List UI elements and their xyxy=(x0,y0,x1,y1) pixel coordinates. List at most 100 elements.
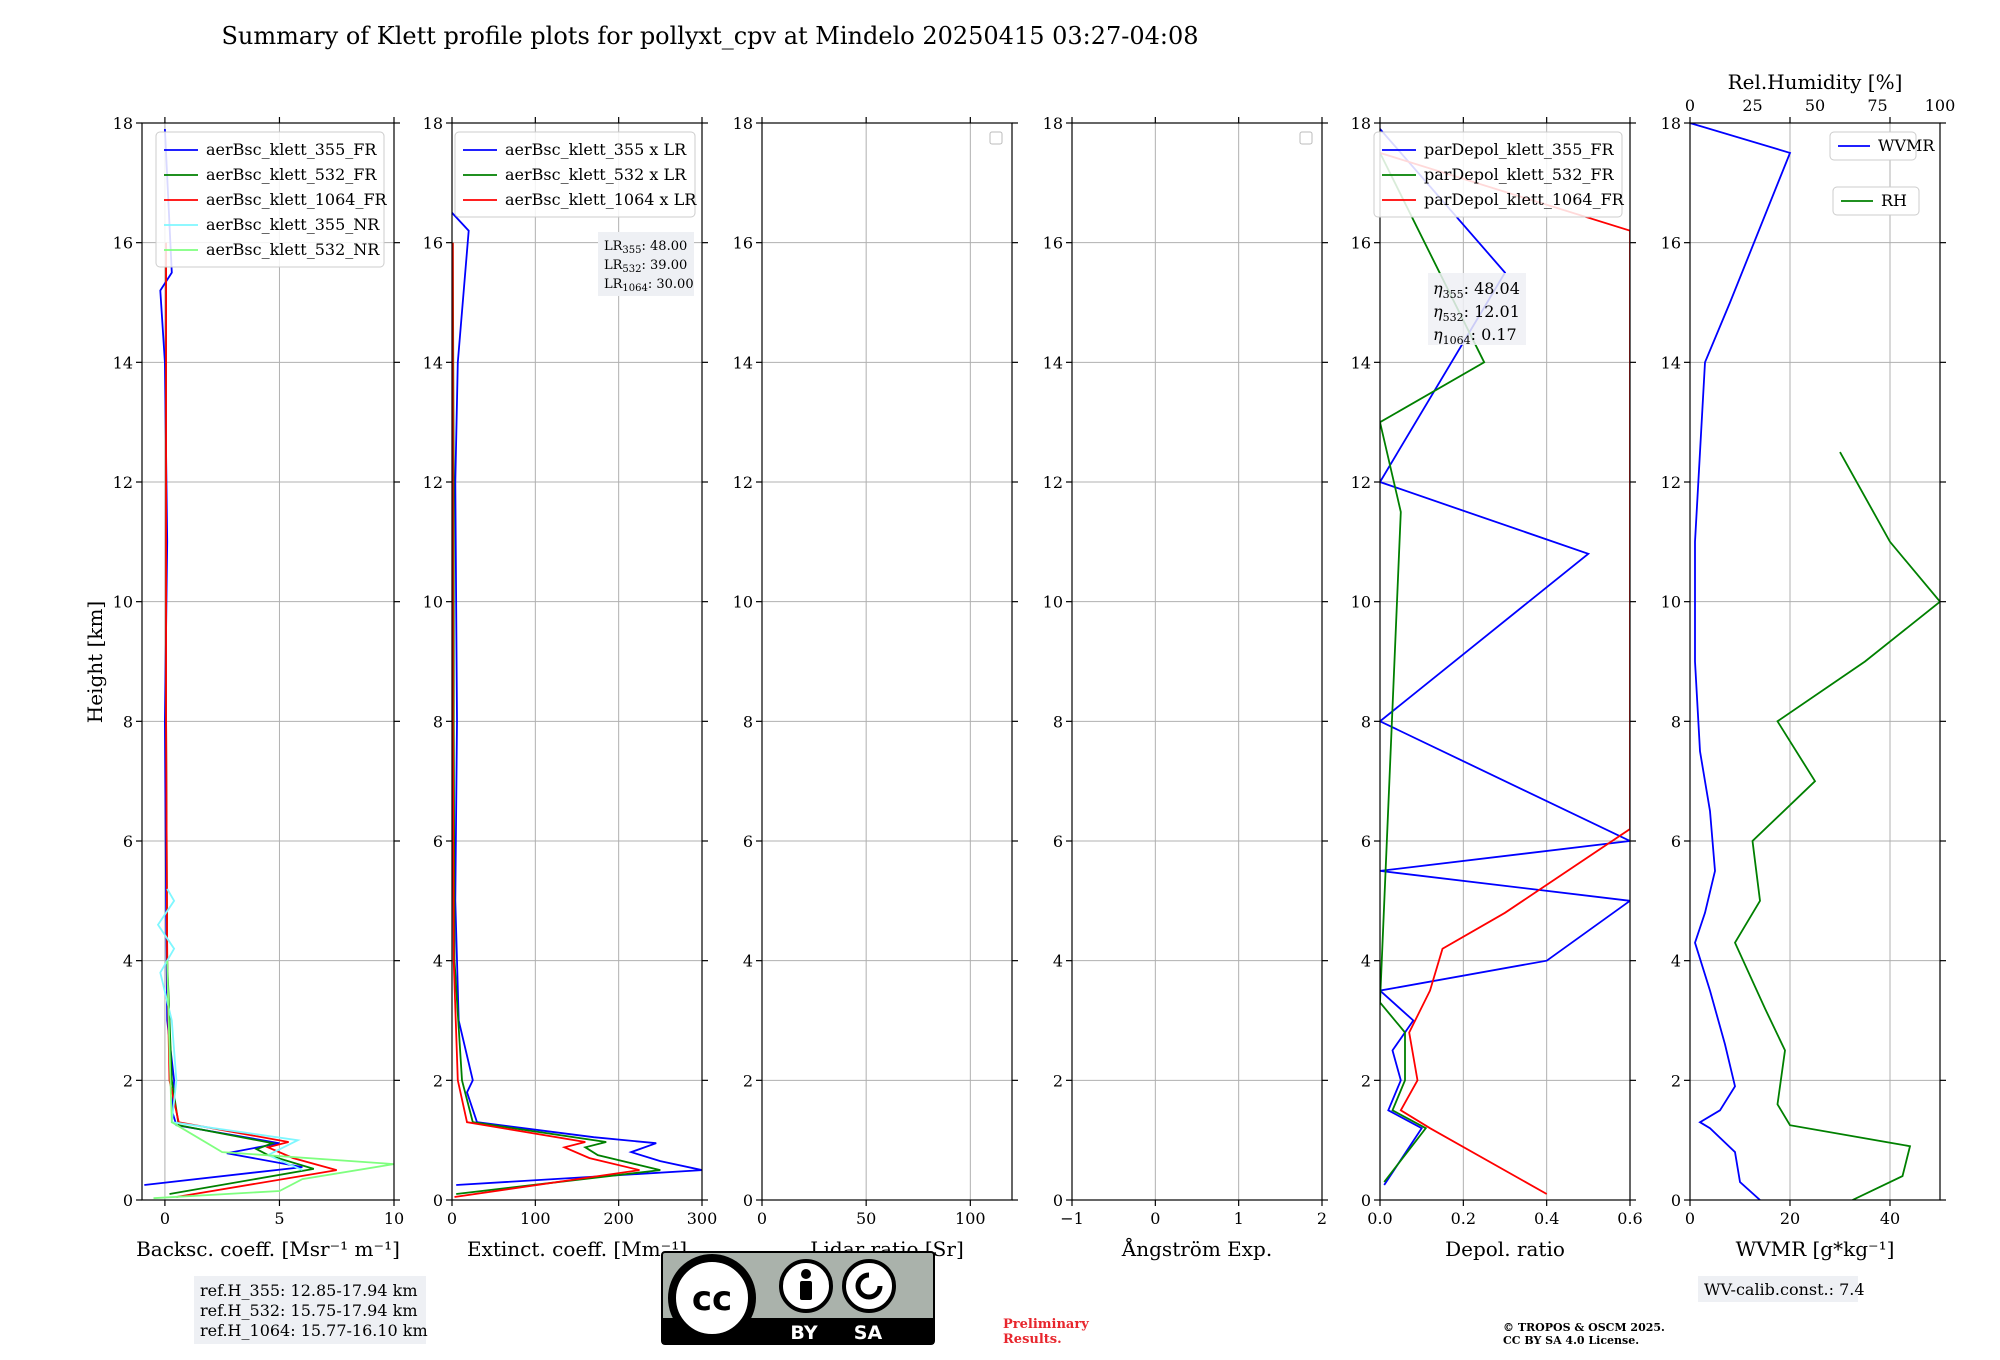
y-tick-label: 0 xyxy=(743,1191,753,1210)
legend-label: aerBsc_klett_532_FR xyxy=(206,165,377,184)
y-tick-label: 6 xyxy=(1361,832,1371,851)
cc-icon-text: cc xyxy=(692,1279,732,1319)
series-line-aerBsc_klett_1064 x LR xyxy=(452,242,640,1198)
y-tick-label: 12 xyxy=(1351,473,1371,492)
legend-label: aerBsc_klett_532 x LR xyxy=(505,165,687,184)
x-tick-label: 0 xyxy=(160,1209,170,1228)
y-tick-label: 10 xyxy=(1661,593,1681,612)
legend-label: aerBsc_klett_355_FR xyxy=(206,140,377,159)
y-tick-label: 18 xyxy=(113,114,133,133)
ref-height-1064: ref.H_1064: 15.77-16.10 km xyxy=(200,1321,428,1340)
x-axis-label: Ångström Exp. xyxy=(1121,1236,1272,1261)
legend-label: aerBsc_klett_1064 x LR xyxy=(505,190,697,209)
y-tick-label: 16 xyxy=(1661,234,1681,253)
series-group xyxy=(452,212,702,1198)
person-head-icon xyxy=(801,1269,811,1279)
y-tick-label: 12 xyxy=(733,473,753,492)
series-line-WVMR xyxy=(1690,123,1792,1200)
cc-license-badge: cc BY SA xyxy=(661,1251,935,1345)
panel-depolarization: 0 2 4 6 8 10 12 14 16 18 0.0 0.2 0.4 0.6 Depol. ratio p… xyxy=(1351,114,1643,1261)
wv-calib-text: WV-calib.const.: 7.4 xyxy=(1704,1280,1865,1299)
x-tick-label: 0 xyxy=(1685,1209,1695,1228)
y-tick-label: 8 xyxy=(1053,712,1063,731)
y-tick-label: 4 xyxy=(433,952,443,971)
y-tick-label: 6 xyxy=(123,832,133,851)
y-tick-label: 2 xyxy=(1671,1071,1681,1090)
x-tick-label: 5 xyxy=(274,1209,284,1228)
legend-box xyxy=(1832,186,1920,216)
y-tick-label: 10 xyxy=(1043,593,1063,612)
figure-title: Summary of Klett profile plots for polly… xyxy=(221,22,1198,50)
eta-note: η355: 48.04 xyxy=(1433,279,1520,301)
y-tick-label: 6 xyxy=(743,832,753,851)
y-tick-label: 18 xyxy=(1043,114,1063,133)
y-tick-label: 4 xyxy=(123,952,133,971)
x-tick-label: 200 xyxy=(603,1209,634,1228)
series-line-aerBsc_klett_355_FR xyxy=(144,128,303,1186)
series-line-aerBsc_klett_355_NR xyxy=(156,888,303,1171)
legend-label: aerBsc_klett_532_NR xyxy=(206,240,380,259)
y-tick-label: 16 xyxy=(113,234,133,253)
y-tick-label: 12 xyxy=(1043,473,1063,492)
y-tick-label: 18 xyxy=(1351,114,1371,133)
y-tick-label: 10 xyxy=(423,593,443,612)
y-tick-label: 12 xyxy=(423,473,443,492)
y-tick-label: 18 xyxy=(733,114,753,133)
x-tick-label: −1 xyxy=(1060,1209,1084,1228)
y-tick-label: 0 xyxy=(1053,1191,1063,1210)
series-line-aerBsc_klett_532 x LR xyxy=(452,242,661,1195)
y-tick-label: 2 xyxy=(743,1071,753,1090)
y-tick-label: 14 xyxy=(423,353,443,372)
eta-note: η532: 12.01 xyxy=(1433,302,1520,324)
y-tick-label: 16 xyxy=(1043,234,1063,253)
x-tick-label: 0.0 xyxy=(1367,1209,1392,1228)
top-x-tick-label: 50 xyxy=(1805,96,1825,115)
x-tick-label: 0.6 xyxy=(1617,1209,1642,1228)
ref-heights-box xyxy=(194,1276,426,1344)
y-tick-label: 4 xyxy=(1671,952,1681,971)
legend-label: RH xyxy=(1881,191,1907,210)
top-x-tick-label: 75 xyxy=(1867,96,1887,115)
person-body-icon xyxy=(800,1281,812,1300)
empty-legend-box xyxy=(989,131,1003,145)
series-line-parDepol_klett_1064_FR xyxy=(1380,152,1630,1195)
y-tick-label: 8 xyxy=(1361,712,1371,731)
y-tick-label: 2 xyxy=(1053,1071,1063,1090)
legend-label: aerBsc_klett_355_NR xyxy=(206,215,380,234)
y-tick-label: 6 xyxy=(1053,832,1063,851)
y-tick-label: 0 xyxy=(433,1191,443,1210)
legend-label: parDepol_klett_355_FR xyxy=(1424,140,1615,159)
y-tick-label: 10 xyxy=(733,593,753,612)
series-group xyxy=(1380,128,1630,1195)
y-tick-label: 8 xyxy=(433,712,443,731)
legend-label: parDepol_klett_1064_FR xyxy=(1424,190,1625,209)
y-axis-label: Height [km] xyxy=(83,601,107,723)
x-tick-label: 300 xyxy=(687,1209,718,1228)
y-tick-label: 12 xyxy=(1661,473,1681,492)
legend-label: WVMR xyxy=(1878,136,1935,155)
y-tick-label: 18 xyxy=(1661,114,1681,133)
axes-frame xyxy=(141,122,395,1201)
x-tick-label: 2 xyxy=(1317,1209,1327,1228)
x-tick-label: 0 xyxy=(447,1209,457,1228)
lidar-ratio-note-box xyxy=(598,232,694,296)
series-line-RH xyxy=(1733,451,1940,1200)
x-tick-label: 1 xyxy=(1234,1209,1244,1228)
axes-frame xyxy=(1071,122,1323,1201)
top-axis-label: Rel.Humidity [%] xyxy=(1728,70,1903,94)
y-tick-label: 16 xyxy=(1351,234,1371,253)
top-x-tick-label: 100 xyxy=(1925,96,1956,115)
share-alike-arrow-icon xyxy=(855,1272,883,1300)
empty-legend-box xyxy=(1299,131,1313,145)
panel-backscatter: 0 2 4 6 8 10 12 14 16 18 0 5 10 Backsc. coeff. [Msr⁻¹… xyxy=(113,114,405,1261)
y-tick-label: 18 xyxy=(423,114,443,133)
top-x-tick-label: 25 xyxy=(1742,96,1762,115)
lidar-ratio-note: LR1064: 30.00 xyxy=(604,277,694,294)
axes-frame xyxy=(1379,122,1631,1201)
legend-box xyxy=(454,131,696,218)
cc-circle-icon xyxy=(668,1254,756,1342)
